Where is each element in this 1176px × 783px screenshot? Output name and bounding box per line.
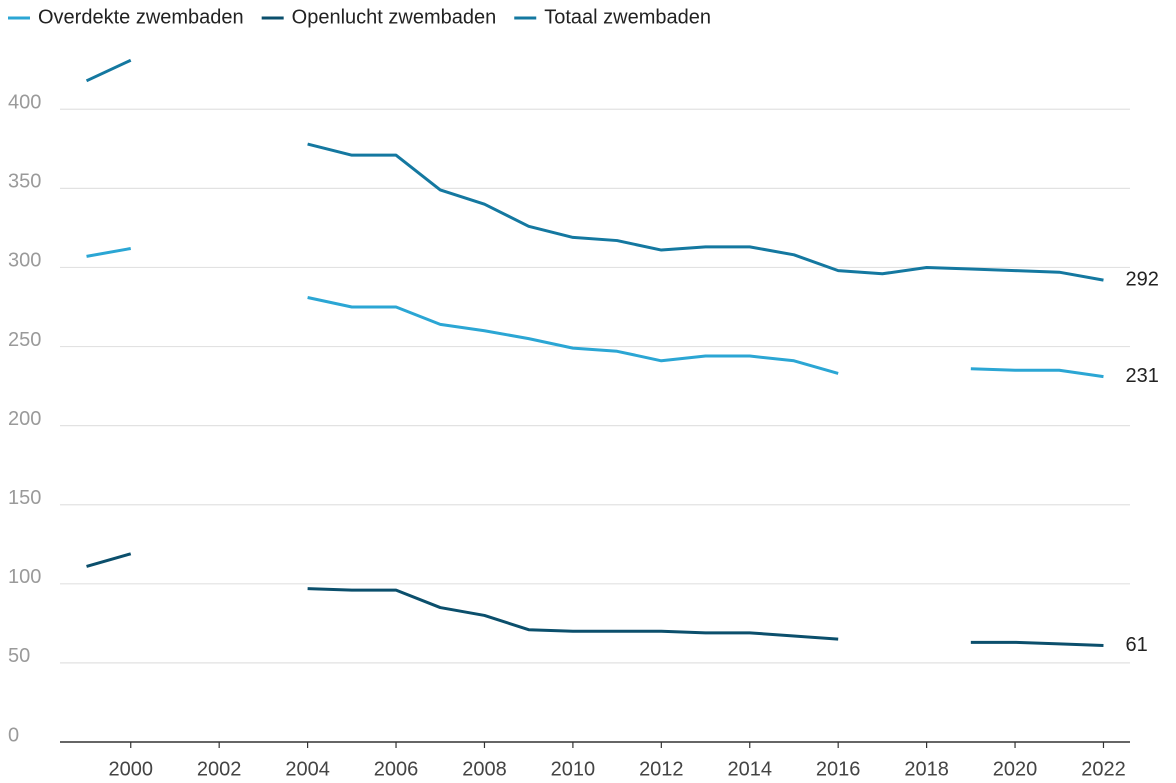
series-line (86, 552, 1104, 648)
x-tick-label: 2022 (1081, 758, 1126, 780)
series-line (85, 58, 1104, 282)
y-tick-label: 200 (8, 408, 41, 430)
series-line (86, 246, 1104, 379)
y-tick-label: 350 (8, 171, 41, 193)
end-label: 61 (1125, 634, 1147, 656)
x-tick-label: 2020 (993, 758, 1038, 780)
y-tick-label: 150 (8, 487, 41, 509)
legend-label: Overdekte zwembaden (38, 6, 244, 28)
x-tick-label: 2012 (639, 758, 684, 780)
y-tick-label: 50 (8, 645, 30, 667)
y-tick-label: 400 (8, 92, 41, 114)
x-tick-label: 2006 (374, 758, 419, 780)
x-tick-label: 2000 (108, 758, 153, 780)
x-tick-label: 2008 (462, 758, 507, 780)
x-tick-label: 2014 (728, 758, 773, 780)
end-label: 231 (1125, 365, 1158, 387)
y-tick-label: 300 (8, 250, 41, 272)
legend-label: Openlucht zwembaden (292, 6, 497, 28)
y-tick-label: 100 (8, 566, 41, 588)
x-tick-label: 2002 (197, 758, 242, 780)
legend-label: Totaal zwembaden (544, 6, 711, 28)
x-tick-label: 2018 (904, 758, 949, 780)
end-label: 292 (1125, 268, 1158, 290)
x-tick-label: 2004 (285, 758, 330, 780)
x-tick-label: 2010 (551, 758, 596, 780)
y-tick-label: 250 (8, 329, 41, 351)
x-tick-label: 2016 (816, 758, 861, 780)
y-tick-label: 0 (8, 724, 19, 746)
